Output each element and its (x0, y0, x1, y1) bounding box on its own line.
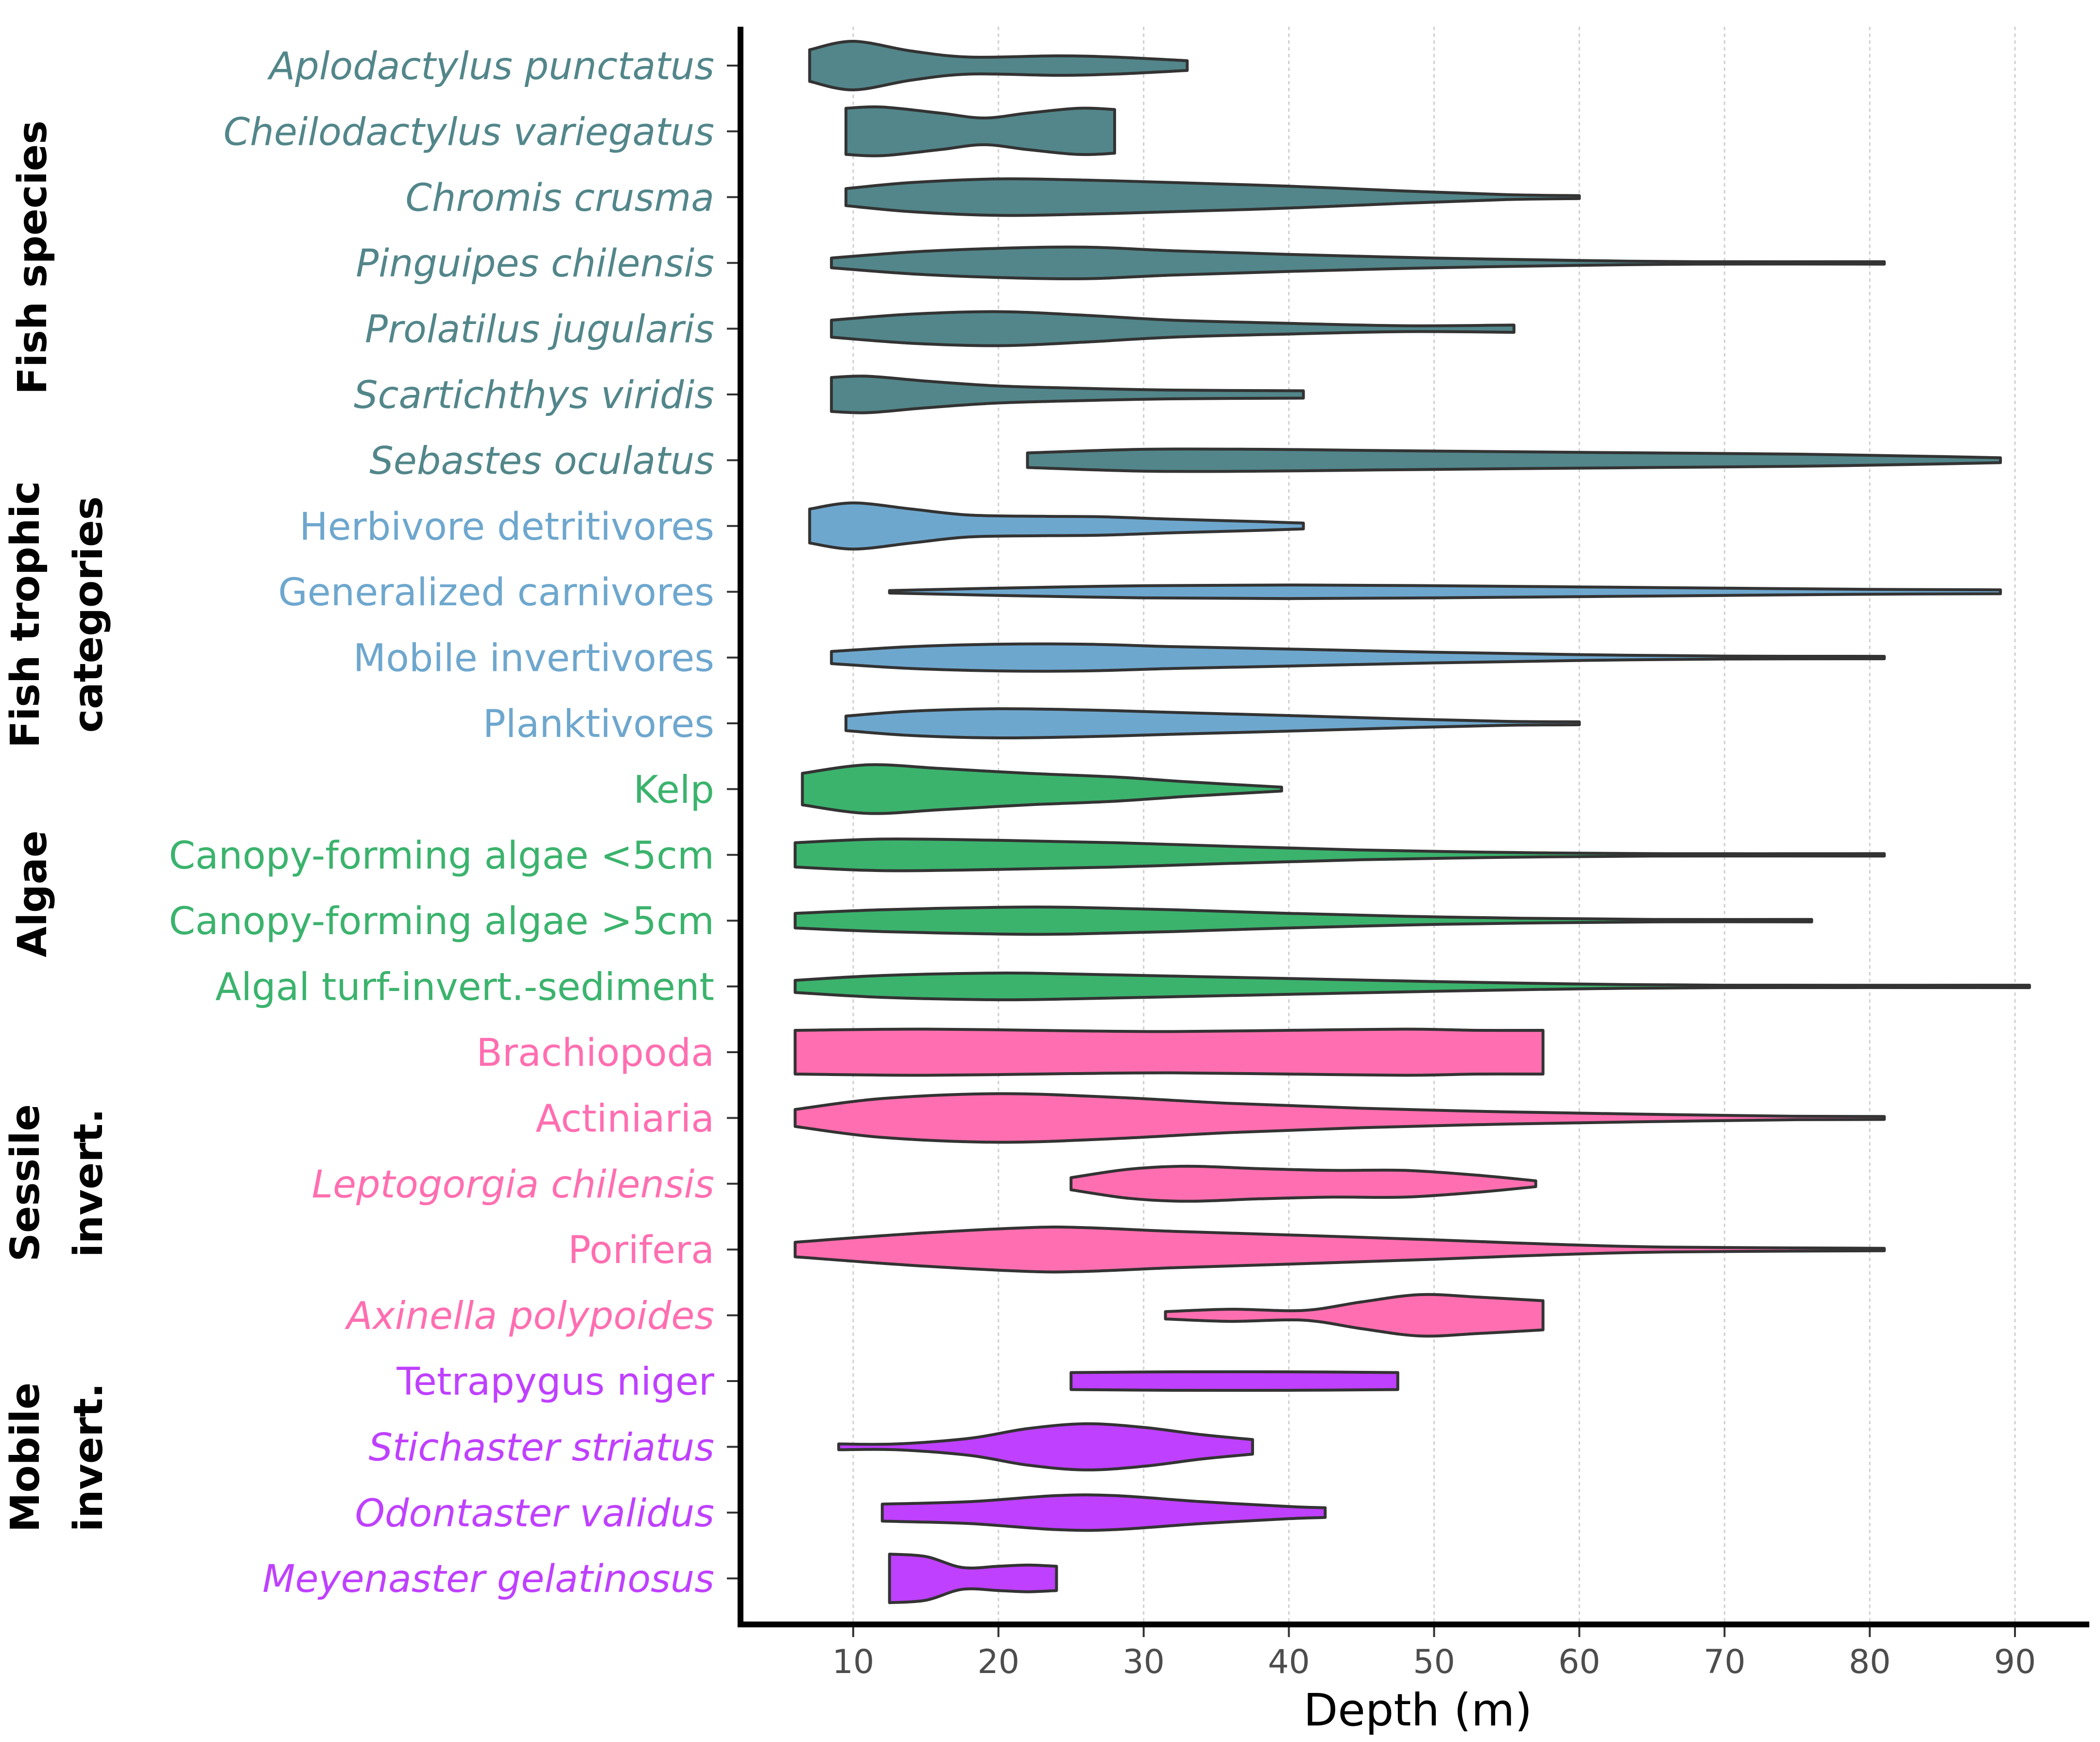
category-label: Planktivores (483, 702, 714, 746)
violin-stichaster-striatus (837, 1422, 1254, 1471)
category-label: Leptogorgia chilensis (312, 1163, 714, 1207)
violin-marks (793, 39, 2031, 1605)
category-label: Actiniaria (535, 1097, 714, 1141)
group-labels: Fish species Fish trophic categories Algae S… (2, 120, 112, 1532)
category-label: Mobile invertivores (353, 637, 714, 681)
category-label: Sebastes oculatus (369, 439, 714, 483)
group-label: Algae (10, 830, 56, 957)
violin-aplodactylus-punctatus (808, 39, 1189, 92)
x-tick-label: 10 (832, 1643, 875, 1681)
violin-prolatilus-jugularis (830, 310, 1515, 347)
category-label: Prolatilus jugularis (365, 308, 714, 352)
violin-algal-turf-invert-sediment (793, 972, 2031, 1002)
x-tick-label: 80 (1849, 1643, 1891, 1681)
x-tick-label: 30 (1122, 1643, 1165, 1681)
category-label: Canopy-forming algae <5cm (169, 834, 714, 878)
violin-scartichthys-viridis (830, 375, 1305, 414)
violin-generalized-carnivores (888, 583, 2002, 600)
violin-sebastes-oculatus (1026, 447, 2002, 473)
group-label: invert. (66, 1109, 112, 1257)
violin-axinella-polypoides (1164, 1293, 1545, 1338)
violin-leptogorgia-chilensis (1069, 1164, 1537, 1203)
axes: 10 20 30 40 50 60 70 80 90 (727, 27, 2089, 1681)
violin-porifera (793, 1225, 1886, 1274)
category-label: Odontaster validus (355, 1492, 714, 1536)
x-tick-label: 60 (1558, 1643, 1601, 1681)
category-label: Canopy-forming algae >5cm (169, 900, 714, 943)
violin-herbivore-detritivores (808, 501, 1305, 551)
category-label: Kelp (634, 768, 714, 812)
group-label: categories (66, 496, 112, 733)
violin-cheilodactylus-variegatus (844, 105, 1116, 157)
category-label: Cheilodactylus variegatus (224, 110, 714, 154)
category-label: Chromis crusma (405, 176, 714, 220)
grid-lines (852, 27, 2016, 1622)
group-label: Mobile (2, 1383, 49, 1532)
violin-planktivores (844, 707, 1581, 740)
category-label: Herbivore detritivores (299, 505, 714, 549)
violin-tetrapygus-niger (1069, 1370, 1399, 1392)
category-label: Pinguipes chilensis (356, 242, 714, 286)
violin-meyenaster-gelatinosus (888, 1553, 1058, 1605)
group-label: Sessile (2, 1104, 49, 1262)
x-tick-label: 90 (1994, 1643, 2036, 1681)
x-axis-title: Depth (m) (1304, 1684, 1532, 1736)
violin-chromis-crusma (844, 177, 1581, 217)
violin-pinguipes-chilensis (830, 245, 1886, 280)
x-tick-label: 20 (978, 1643, 1020, 1681)
violin-canopy-forming-algae-5cm (793, 837, 1886, 872)
category-label: Scartichthys viridis (354, 374, 714, 417)
group-label: Fish species (10, 120, 56, 394)
violin-actiniaria (793, 1092, 1886, 1144)
category-label: Algal turf-invert.-sediment (215, 966, 714, 1009)
violin-odontaster-validus (880, 1493, 1327, 1532)
category-labels: Aplodactylus punctatus Cheilodactylus var… (169, 45, 714, 1601)
category-label: Aplodactylus punctatus (267, 45, 714, 88)
category-label: Porifera (568, 1229, 714, 1272)
group-label: invert. (66, 1383, 112, 1532)
x-tick-label: 70 (1704, 1643, 1746, 1681)
violin-brachiopoda (793, 1027, 1545, 1077)
category-label: Brachiopoda (476, 1031, 714, 1075)
category-label: Meyenaster gelatinosus (262, 1557, 714, 1601)
violin-kelp (801, 763, 1283, 815)
category-label: Stichaster striatus (369, 1426, 714, 1469)
category-label: Tetrapygus niger (396, 1360, 714, 1404)
group-label: Fish trophic (2, 481, 49, 748)
x-tick-label: 40 (1268, 1643, 1310, 1681)
violin-mobile-invertivores (830, 642, 1886, 673)
violin-canopy-forming-algae-5cm (793, 905, 1813, 936)
x-tick-label: 50 (1413, 1643, 1455, 1681)
category-label: Generalized carnivores (278, 571, 714, 615)
category-label: Axinella polypoides (344, 1295, 714, 1338)
